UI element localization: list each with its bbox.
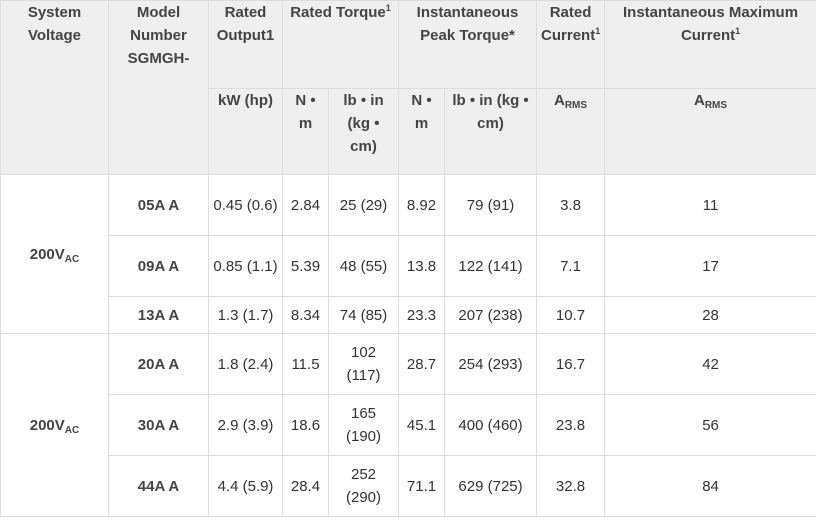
rated-current-cell: 32.8 xyxy=(536,455,606,517)
torque-nm-cell: 11.5 xyxy=(282,333,329,395)
table-row: 200VAC 05A A 0.45 (0.6) 2.84 25 (29) 8.9… xyxy=(0,174,816,334)
table-row: 13A A 1.3 (1.7) 8.34 74 (85) 23.3 207 (2… xyxy=(1,296,816,334)
peak-nm-cell: 8.92 xyxy=(398,174,446,236)
rated-current-cell: 7.1 xyxy=(536,235,606,297)
torque-nm-cell: 28.4 xyxy=(282,455,329,517)
torque-lbin-cell: 252 (290) xyxy=(327,455,400,517)
header-system-voltage: System Voltage xyxy=(0,0,109,175)
unit-torque-nm: N • m xyxy=(282,88,329,175)
rated-current-cell: 23.8 xyxy=(536,394,606,456)
voltage-cell: 200VAC xyxy=(0,174,109,334)
torque-lbin-cell: 165 (190) xyxy=(327,394,400,456)
peak-nm-cell: 13.8 xyxy=(398,235,446,297)
max-current-cell: 17 xyxy=(604,235,816,297)
header-rated-torque-label: Rated Torque xyxy=(290,4,386,21)
unit-rated-current-sub: RMS xyxy=(564,100,588,111)
unit-max-current-base: A xyxy=(693,92,705,109)
table-row: 30A A 2.9 (3.9) 18.6 165 (190) 45.1 400 … xyxy=(1,394,816,456)
header-instantaneous-max-current-label: Instantaneous Maximum Current xyxy=(623,4,799,44)
header-rated-current-label: Rated Current xyxy=(541,4,596,44)
voltage-cell: 200VAC xyxy=(0,333,109,517)
header-rated-current: Rated Current1 xyxy=(536,0,606,89)
torque-nm-cell: 18.6 xyxy=(282,394,329,456)
peak-lbin-cell: 629 (725) xyxy=(444,455,538,517)
unit-max-current: ARMS xyxy=(604,88,816,175)
voltage-sub: AC xyxy=(64,424,80,436)
output-cell: 2.9 (3.9) xyxy=(208,394,283,456)
model-cell: 30A A xyxy=(108,394,209,456)
footnote-marker: 1 xyxy=(735,26,741,36)
footnote-marker: 1 xyxy=(595,26,601,36)
max-current-cell: 84 xyxy=(604,455,816,517)
model-cell: 13A A xyxy=(108,296,209,334)
peak-nm-cell: 45.1 xyxy=(398,394,446,456)
output-cell: 0.85 (1.1) xyxy=(208,235,283,297)
output-cell: 0.45 (0.6) xyxy=(208,174,283,236)
rated-current-cell: 16.7 xyxy=(536,333,606,395)
model-cell: 20A A xyxy=(108,333,209,395)
peak-nm-cell: 28.7 xyxy=(398,333,446,395)
model-cell: 44A A xyxy=(108,455,209,517)
unit-rated-current-base: A xyxy=(553,92,565,109)
model-cell: 09A A xyxy=(108,235,209,297)
table-row: 200VAC 20A A 1.8 (2.4) 11.5 102 (117) 28… xyxy=(0,333,816,517)
header-instantaneous-max-current: Instantaneous Maximum Current1 xyxy=(604,0,816,89)
footnote-marker: 1 xyxy=(385,3,391,13)
torque-lbin-cell: 25 (29) xyxy=(327,174,400,236)
max-current-cell: 42 xyxy=(604,333,816,395)
voltage-base: 200V xyxy=(29,416,65,434)
torque-lbin-cell: 74 (85) xyxy=(327,296,400,334)
header-rated-torque: Rated Torque1 xyxy=(281,0,400,89)
unit-rated-current: ARMS xyxy=(536,88,606,175)
peak-nm-cell: 71.1 xyxy=(398,455,446,517)
peak-lbin-cell: 207 (238) xyxy=(444,296,538,334)
output-cell: 1.8 (2.4) xyxy=(208,333,283,395)
peak-lbin-cell: 122 (141) xyxy=(444,235,538,297)
peak-lbin-cell: 79 (91) xyxy=(444,174,538,236)
torque-lbin-cell: 102 (117) xyxy=(327,333,400,395)
voltage-sub: AC xyxy=(64,253,80,265)
unit-peak-lbin: lb • in (kg • cm) xyxy=(444,88,538,175)
rated-current-cell: 10.7 xyxy=(536,296,606,334)
table-row: 09A A 0.85 (1.1) 5.39 48 (55) 13.8 122 (… xyxy=(1,235,816,297)
table-row: 44A A 4.4 (5.9) 28.4 252 (290) 71.1 629 … xyxy=(1,455,816,517)
torque-lbin-cell: 48 (55) xyxy=(327,235,400,297)
unit-max-current-sub: RMS xyxy=(704,100,728,111)
torque-nm-cell: 2.84 xyxy=(282,174,329,236)
unit-peak-nm: N • m xyxy=(398,88,446,175)
rated-current-cell: 3.8 xyxy=(536,174,606,236)
output-cell: 4.4 (5.9) xyxy=(208,455,283,517)
voltage-base: 200V xyxy=(29,245,65,263)
units-row: kW (hp) N • m lb • in (kg • cm) N • m lb… xyxy=(1,88,816,175)
peak-nm-cell: 23.3 xyxy=(398,296,446,334)
header-instantaneous-peak-torque: Instantaneous Peak Torque* xyxy=(398,0,538,89)
max-current-cell: 28 xyxy=(604,296,816,334)
unit-output: kW (hp) xyxy=(208,88,283,175)
header-model-number: Model Number SGMGH- xyxy=(108,0,209,175)
header-rated-output: Rated Output1 xyxy=(208,0,283,89)
unit-torque-lbin: lb • in (kg • cm) xyxy=(327,88,400,175)
peak-lbin-cell: 254 (293) xyxy=(444,333,538,395)
output-cell: 1.3 (1.7) xyxy=(208,296,283,334)
peak-lbin-cell: 400 (460) xyxy=(444,394,538,456)
torque-nm-cell: 8.34 xyxy=(282,296,329,334)
max-current-cell: 56 xyxy=(604,394,816,456)
header-row: System Voltage Model Number SGMGH- Rated… xyxy=(0,0,816,175)
model-cell: 05A A xyxy=(108,174,209,236)
torque-nm-cell: 5.39 xyxy=(282,235,329,297)
max-current-cell: 11 xyxy=(604,174,816,236)
